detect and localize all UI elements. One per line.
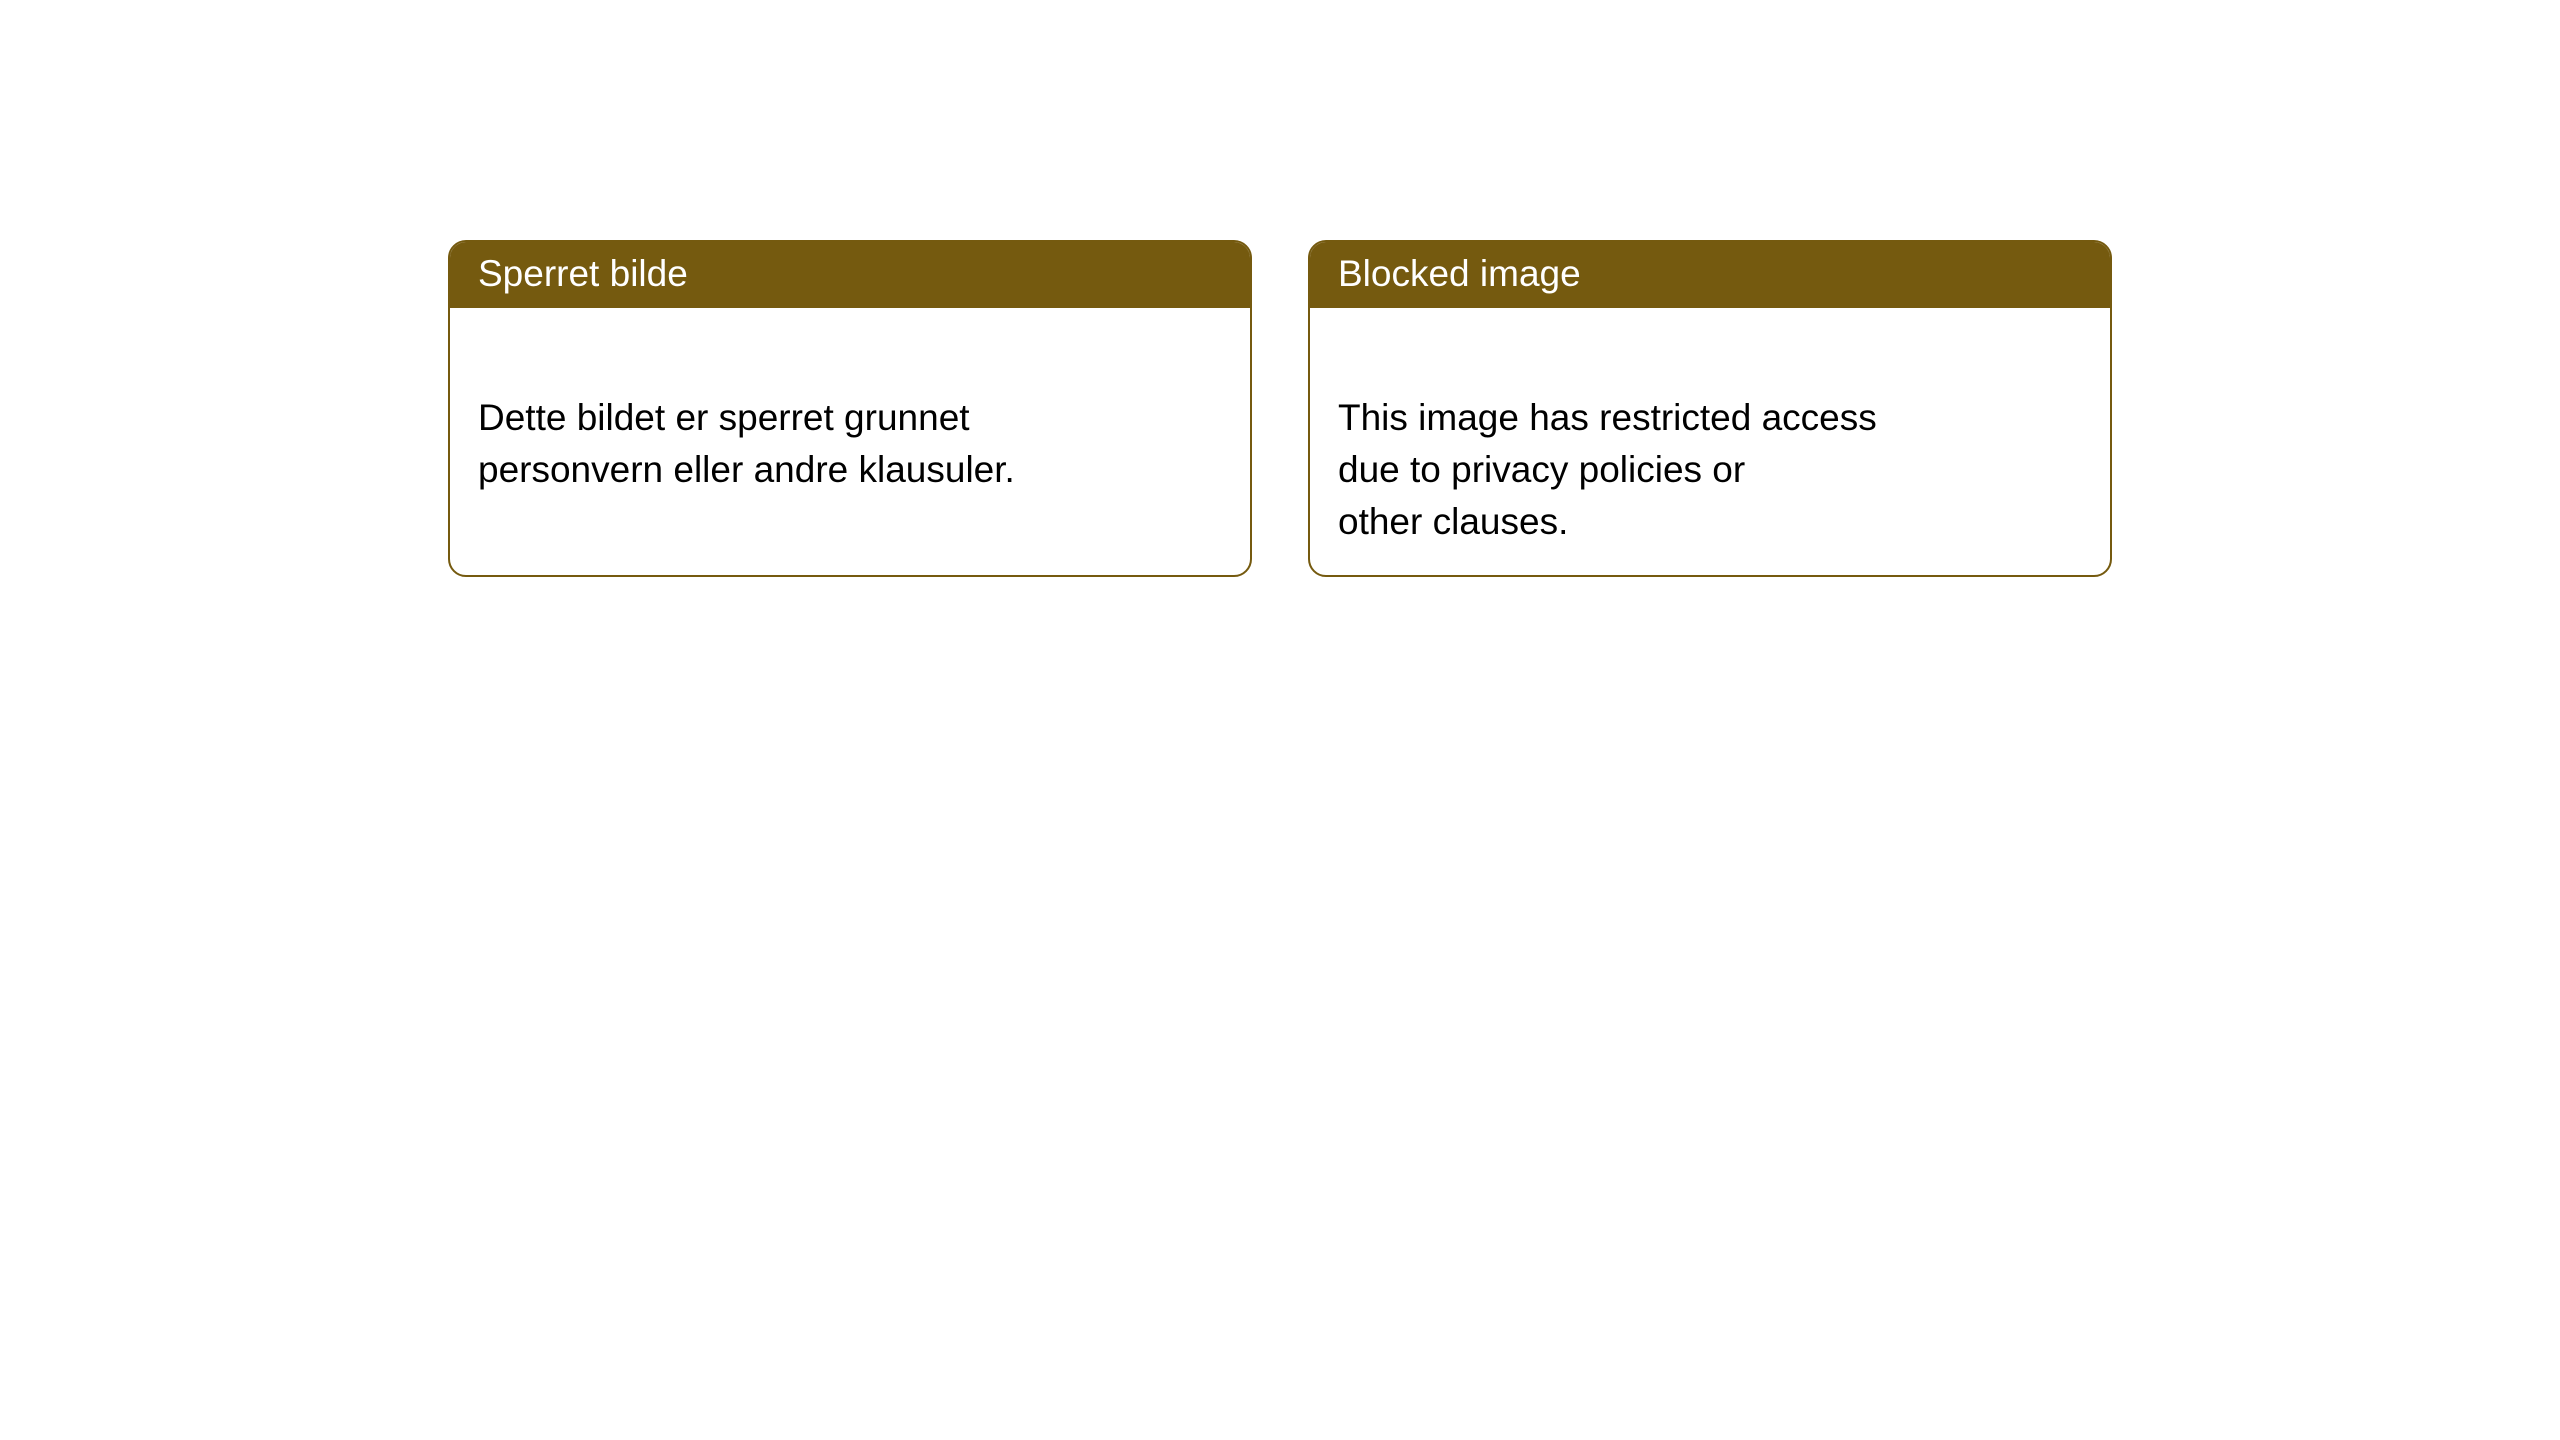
card-title: Sperret bilde [478, 253, 688, 294]
card-title: Blocked image [1338, 253, 1581, 294]
card-message: Dette bildet er sperret grunnet personve… [478, 397, 1015, 490]
notice-container: Sperret bilde Dette bildet er sperret gr… [0, 0, 2560, 577]
card-header: Blocked image [1310, 242, 2110, 308]
notice-card-english: Blocked image This image has restricted … [1308, 240, 2112, 577]
card-body: This image has restricted access due to … [1310, 308, 2110, 577]
card-message: This image has restricted access due to … [1338, 397, 1877, 542]
card-body: Dette bildet er sperret grunnet personve… [450, 308, 1250, 527]
notice-card-norwegian: Sperret bilde Dette bildet er sperret gr… [448, 240, 1252, 577]
card-header: Sperret bilde [450, 242, 1250, 308]
